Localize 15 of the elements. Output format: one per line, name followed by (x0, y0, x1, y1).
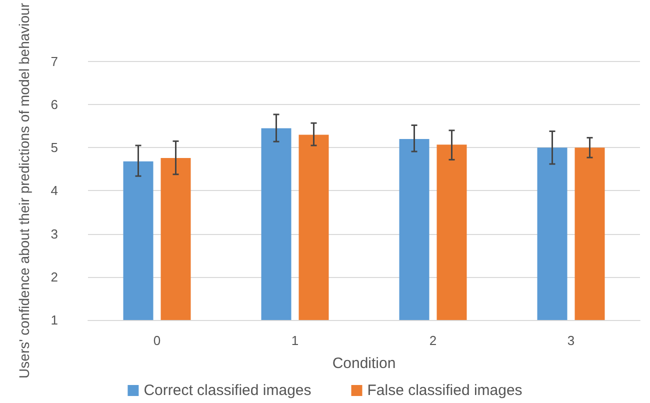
x-tick-label: 1 (291, 333, 299, 348)
x-tick-label: 3 (567, 333, 575, 348)
y-tick-label: 2 (50, 269, 58, 284)
y-tick-label: 6 (50, 97, 58, 112)
legend-label: False classified images (367, 382, 522, 399)
y-tick-label: 1 (50, 312, 58, 328)
y-tick-label: 3 (50, 226, 58, 242)
x-tick-label: 0 (153, 333, 161, 348)
y-axis-title: Users' confidence about their predictions of model behaviour (16, 2, 32, 378)
x-axis-title: Condition (332, 355, 396, 372)
y-tick-label: 7 (50, 54, 58, 69)
y-tick-label: 5 (50, 140, 58, 156)
y-tick-label: 4 (50, 183, 58, 198)
legend-label: Correct classified images (144, 382, 312, 399)
x-tick-label: 2 (429, 333, 437, 348)
